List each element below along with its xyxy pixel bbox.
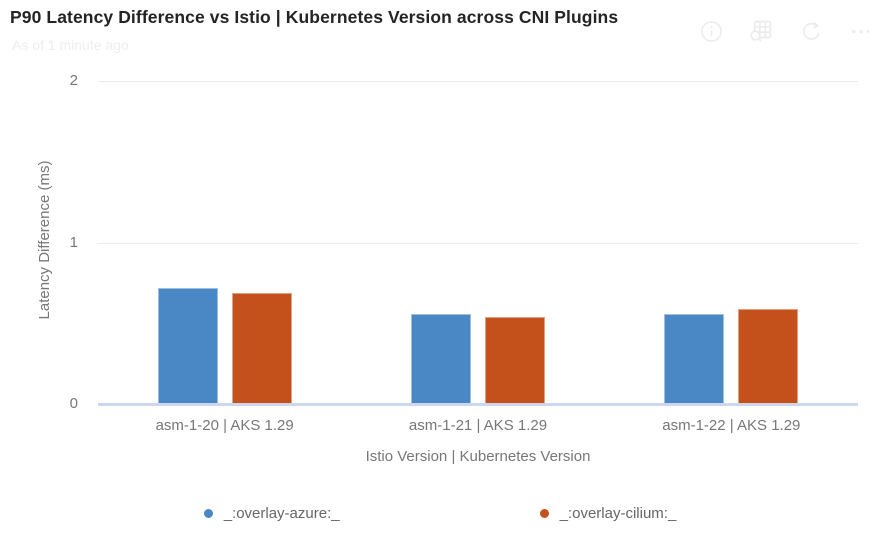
plot-area [98,81,858,406]
bar-group [351,81,604,404]
bar[interactable] [664,313,725,404]
legend-dot-icon [203,509,213,518]
x-axis-title: Istio Version | Kubernetes Version [365,448,591,465]
legend-dot-icon [539,509,549,518]
x-tick-label: asm-1-20 | AKS 1.29 [155,417,294,434]
bar[interactable] [231,292,292,404]
chart-subtitle: As of 1 minute ago [12,37,129,53]
gridline [98,242,858,244]
legend: _:overlay-azure:_ _:overlay-cilium:_ [0,505,880,522]
chart-title: P90 Latency Difference vs Istio | Kubern… [10,7,619,27]
x-axis-line [98,403,858,406]
y-tick-label: 0 [69,395,78,412]
y-tick-label: 1 [69,233,78,251]
legend-item[interactable]: _:overlay-cilium:_ [539,505,677,522]
legend-item[interactable]: _:overlay-azure:_ [203,505,340,522]
bar-groups [98,81,858,404]
visual-header-toolbar [698,18,874,44]
x-tick-label: asm-1-21 | AKS 1.29 [408,417,548,434]
refresh-icon[interactable] [798,18,824,44]
info-icon[interactable] [698,18,724,44]
bar[interactable] [738,308,799,404]
bar-group [98,81,351,404]
show-data-table-icon[interactable] [748,18,774,44]
x-tick-label: asm-1-22 | AKS 1.29 [662,417,801,434]
legend-label: _:overlay-cilium:_ [559,505,677,522]
bar[interactable] [410,313,471,404]
bar[interactable] [157,287,218,404]
y-tick-label: 2 [69,72,78,89]
bar-group [605,81,858,404]
bar[interactable] [484,316,545,404]
more-options-icon[interactable] [848,18,874,44]
gridline [98,81,858,82]
legend-label: _:overlay-azure:_ [223,505,340,522]
x-axis-labels: asm-1-20 | AKS 1.29 asm-1-21 | AKS 1.29 as… [98,417,858,434]
